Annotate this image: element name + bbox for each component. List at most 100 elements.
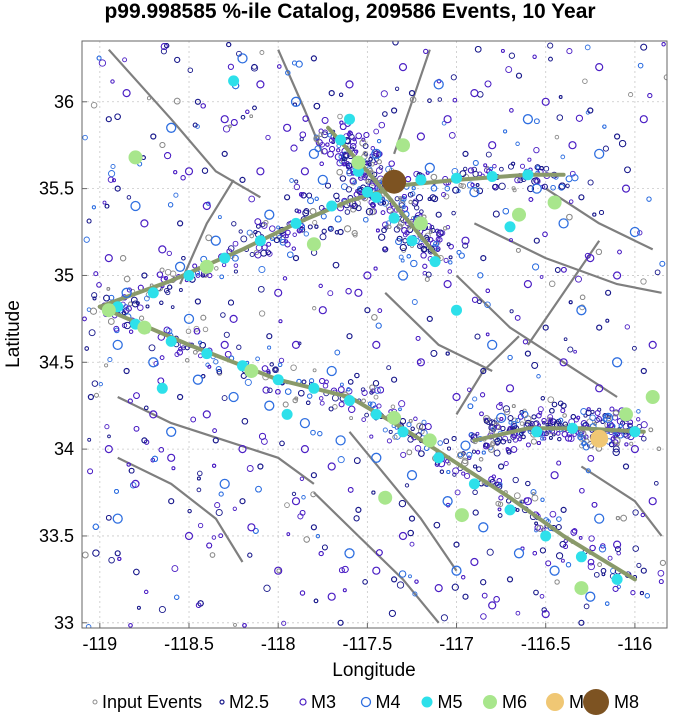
event-marker [452, 472, 457, 477]
event-marker [406, 254, 412, 259]
event-marker [420, 245, 428, 253]
event-marker [232, 240, 239, 247]
event-marker [406, 225, 412, 230]
event-marker [636, 409, 641, 414]
event-marker [624, 166, 631, 174]
event-marker [339, 120, 344, 125]
event-marker [302, 115, 309, 122]
event-marker [492, 210, 500, 218]
fault-line [348, 431, 458, 572]
event-marker [398, 400, 406, 408]
event-m3 [291, 340, 301, 349]
event-m5 [451, 304, 462, 316]
x-tick-label: -116 [618, 634, 653, 654]
event-marker [297, 209, 302, 214]
event-marker [503, 460, 509, 467]
event-m5 [335, 134, 347, 146]
event-marker [587, 179, 594, 186]
event-marker [328, 137, 335, 144]
event-marker [592, 212, 597, 217]
event-marker [327, 150, 334, 158]
event-marker [540, 396, 545, 401]
event-marker [536, 374, 541, 379]
event-m2-5 [524, 350, 532, 357]
event-marker [477, 272, 484, 279]
event-marker [174, 56, 181, 63]
event-marker [396, 235, 403, 242]
event-marker [222, 125, 231, 133]
event-marker [457, 452, 463, 458]
event-marker [478, 457, 484, 462]
event-marker [220, 312, 226, 318]
event-marker [400, 258, 405, 263]
event-marker [499, 416, 504, 421]
event-marker [511, 404, 516, 409]
event-m2-5 [462, 150, 469, 157]
event-marker [163, 326, 171, 334]
event-marker [334, 215, 342, 223]
event-marker [618, 423, 623, 428]
event-marker [579, 487, 585, 494]
event-marker [368, 157, 373, 162]
fault-line [313, 491, 440, 624]
event-marker [525, 480, 531, 487]
event-marker [362, 151, 368, 156]
event-marker [266, 251, 273, 257]
event-marker [164, 268, 172, 276]
event-marker [571, 528, 578, 534]
event-marker [563, 337, 568, 342]
event-marker [506, 449, 512, 455]
event-m4 [576, 305, 587, 316]
event-m4 [371, 452, 382, 463]
event-marker [607, 555, 613, 561]
event-marker [548, 280, 556, 288]
event-marker [286, 532, 291, 536]
event-marker [201, 167, 209, 174]
event-marker [241, 418, 249, 425]
event-marker [195, 602, 202, 608]
event-marker [422, 263, 428, 269]
event-m2-5 [141, 272, 148, 279]
event-m4 [460, 440, 471, 451]
event-m5 [219, 252, 231, 264]
event-marker [519, 421, 525, 426]
event-marker [549, 408, 555, 414]
event-marker [365, 179, 370, 183]
event-marker [89, 307, 98, 315]
event-marker [483, 418, 489, 424]
event-marker [144, 405, 149, 411]
event-marker [614, 546, 621, 553]
event-marker [629, 441, 634, 446]
event-m2-5 [123, 367, 130, 375]
event-marker [117, 556, 122, 561]
event-marker [123, 275, 131, 283]
event-marker [231, 254, 239, 262]
event-marker [532, 263, 540, 271]
event-marker [150, 457, 156, 463]
event-marker [245, 109, 250, 114]
event-marker [347, 487, 354, 493]
event-marker [226, 42, 232, 48]
event-m4 [112, 339, 123, 351]
event-m5 [165, 335, 177, 347]
event-m2-5 [221, 150, 228, 157]
event-marker [285, 70, 291, 76]
event-m2-5 [266, 333, 273, 340]
event-marker [406, 422, 412, 428]
event-marker [318, 283, 323, 289]
event-marker [371, 490, 376, 495]
legend-marker [546, 693, 564, 711]
event-marker [554, 579, 560, 585]
event-marker [127, 398, 133, 404]
event-marker [215, 366, 222, 373]
event-marker [197, 470, 203, 477]
event-marker [452, 97, 458, 103]
y-tick-label: 34.5 [39, 352, 74, 372]
event-marker [565, 175, 573, 183]
event-m4 [130, 200, 141, 212]
event-marker [500, 48, 505, 53]
legend-marker [483, 695, 497, 709]
event-marker [530, 438, 537, 445]
event-m2-5 [622, 463, 630, 470]
event-marker [479, 411, 484, 417]
